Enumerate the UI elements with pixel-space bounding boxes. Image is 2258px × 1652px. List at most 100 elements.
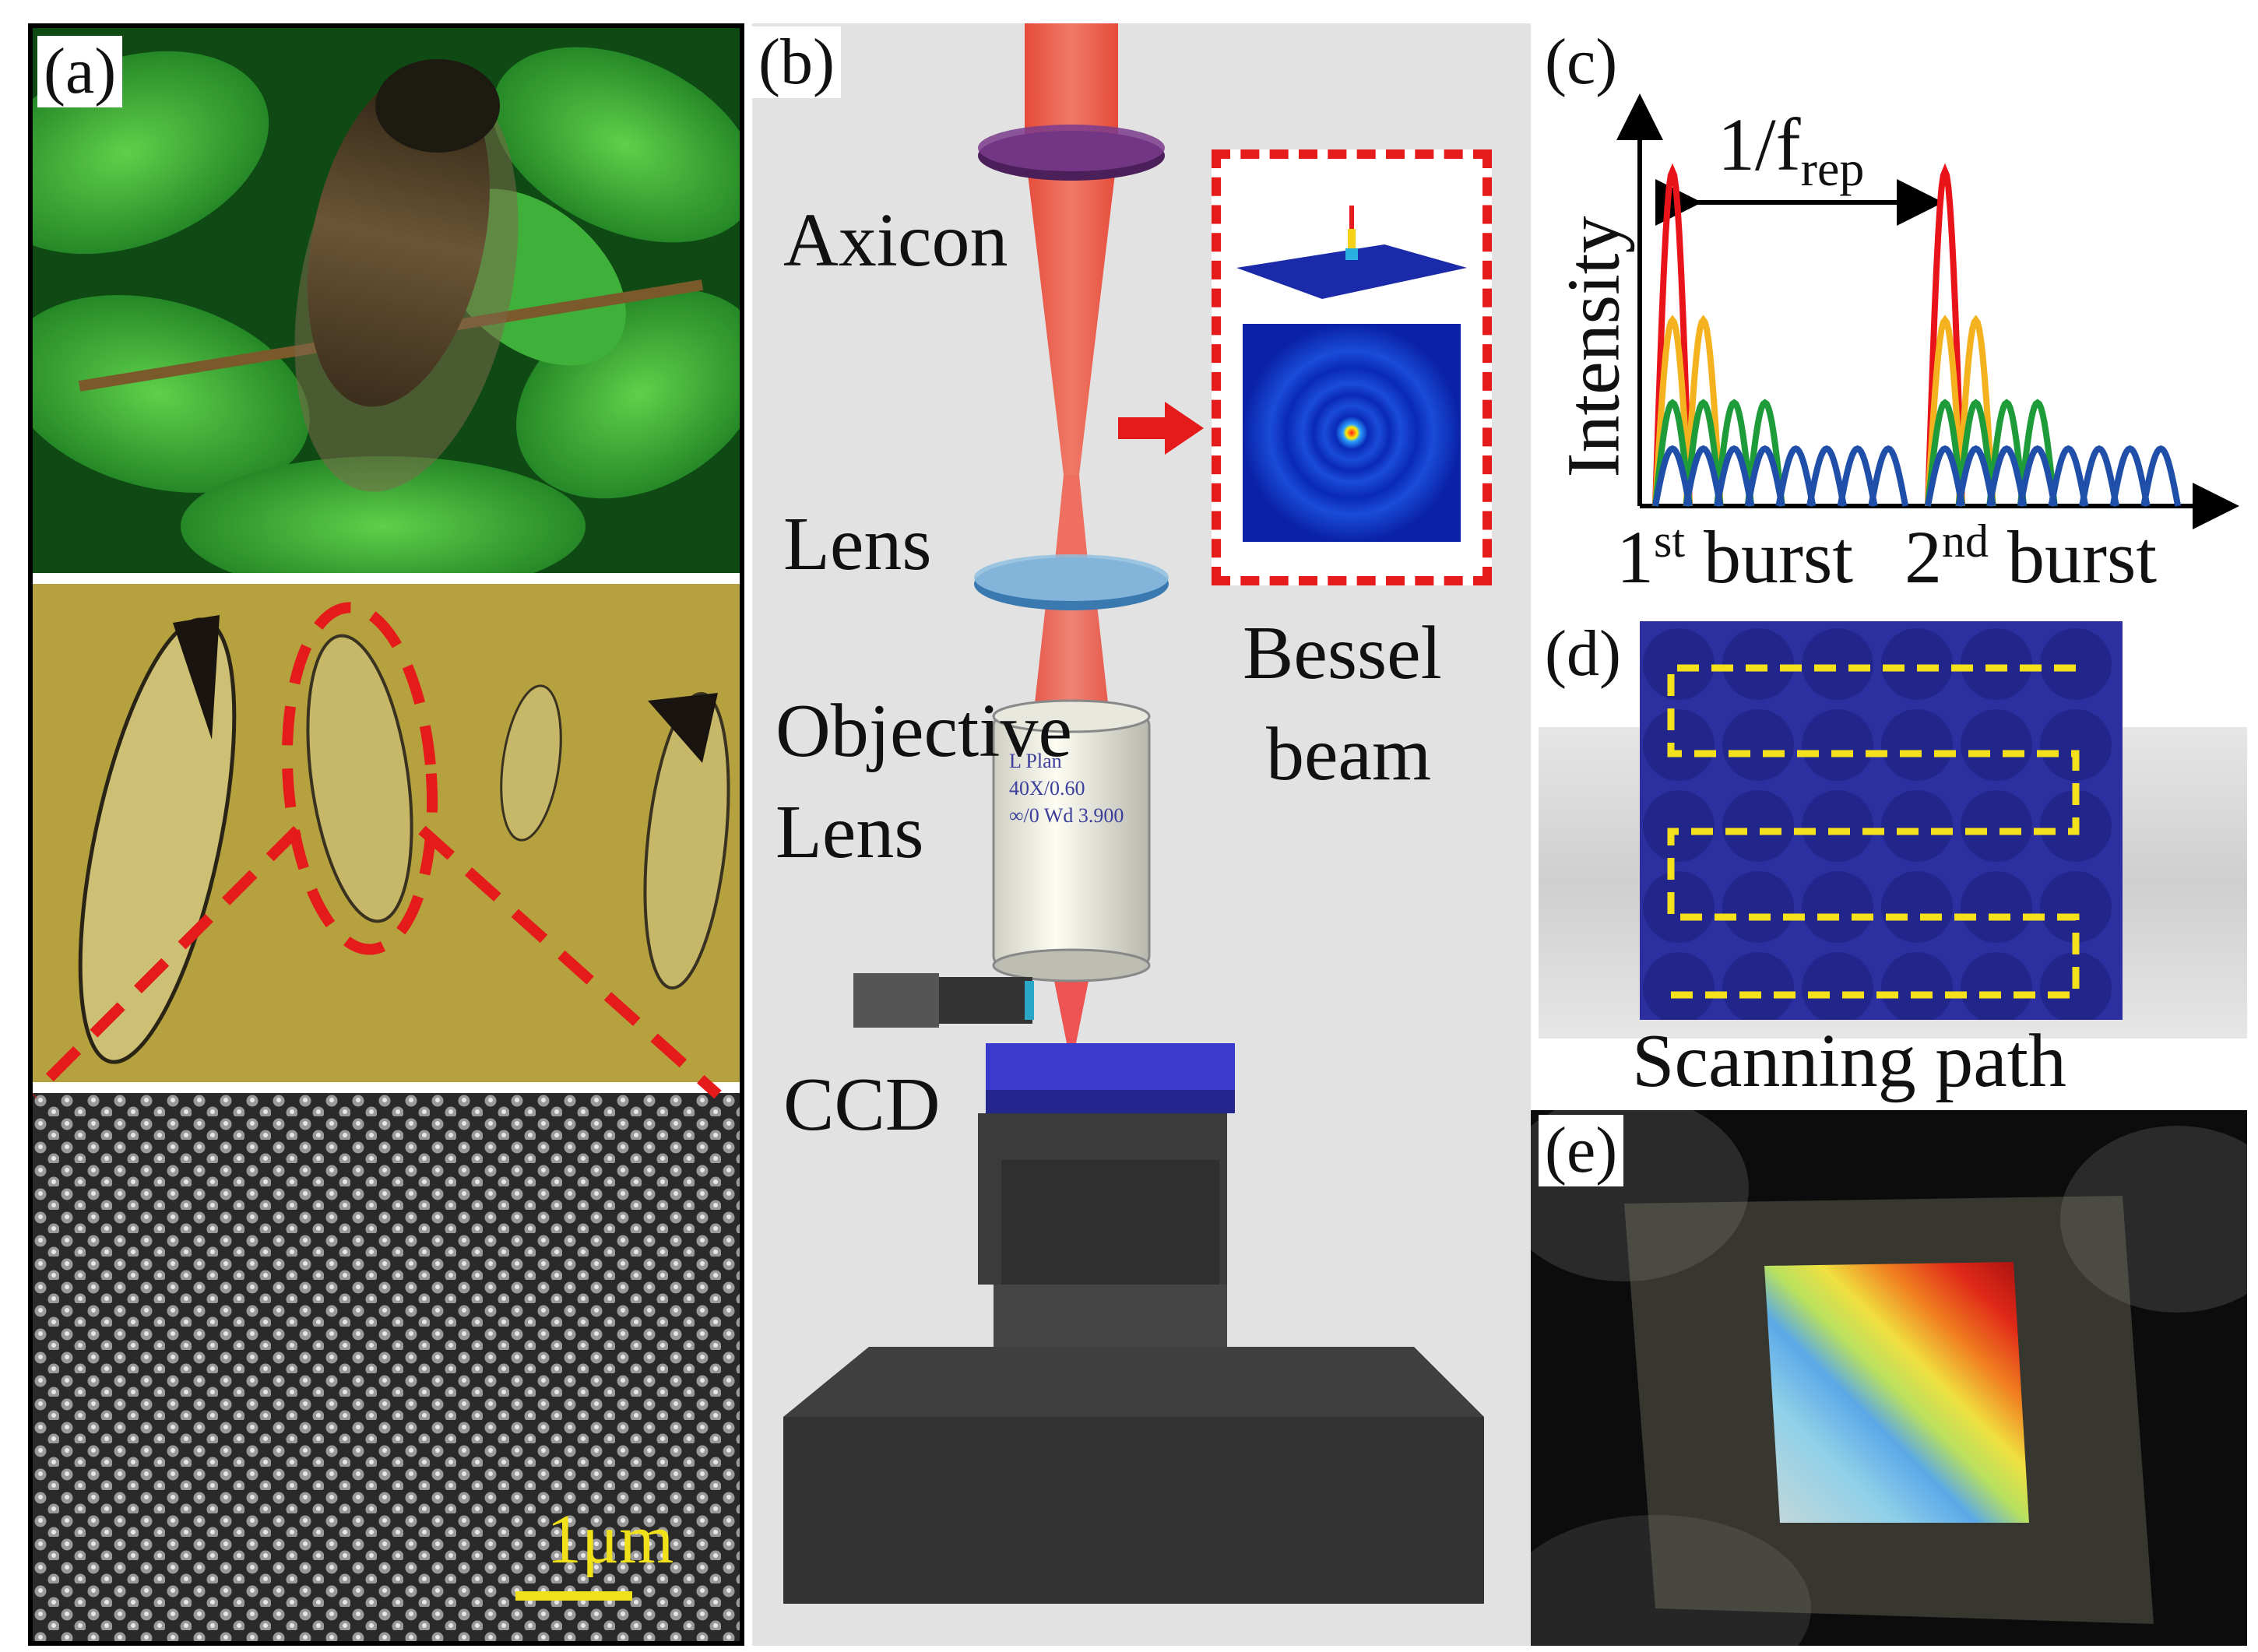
grid-dot — [1881, 709, 1953, 781]
period-label: 1/frep — [1718, 101, 1864, 198]
pulse-series-3-burst-1-0 — [1925, 445, 1965, 507]
burst2-sup: nd — [1942, 515, 1989, 567]
label-axicon: Axicon — [783, 199, 1008, 283]
grid-dot — [1802, 790, 1873, 862]
label-bessel: Bessel — [1243, 611, 1442, 695]
label-ccd: CCD — [783, 1063, 941, 1147]
pulse-series-3-burst-0-5 — [1806, 445, 1847, 507]
grid-dot — [1722, 709, 1794, 781]
pulse-series-1-burst-0-0 — [1652, 315, 1693, 507]
grid-dot — [2040, 628, 2112, 700]
pulse-series-3-burst-1-3 — [2017, 445, 2058, 507]
pulse-series-0-burst-1-0 — [1925, 163, 1965, 507]
grid-dot — [1802, 952, 1873, 1020]
grid-dot — [1881, 628, 1953, 700]
grid-dot — [2040, 871, 2112, 943]
label-beam: beam — [1266, 712, 1432, 796]
pulse-series-3-burst-0-3 — [1744, 445, 1785, 507]
grid-dot — [1643, 709, 1715, 781]
pulse-series-3-burst-1-5 — [2079, 445, 2119, 507]
pulse-series-3-burst-0-2 — [1714, 445, 1755, 507]
grid-dot — [1722, 952, 1794, 1020]
wings-photo — [33, 584, 740, 1082]
scan-path — [1667, 664, 2080, 999]
pulse-series-1-burst-0-1 — [1683, 315, 1724, 507]
panel-d-label: (d) — [1539, 618, 1627, 690]
period-label-main: 1/f — [1718, 103, 1801, 186]
panel-a-label: (a) — [37, 36, 123, 107]
burst2-word: burst — [2007, 515, 2157, 599]
grid-dot — [1643, 790, 1715, 862]
grid-dot — [1881, 871, 1953, 943]
pulse-series-3-burst-0-0 — [1652, 445, 1693, 507]
grid-dot — [2040, 709, 2112, 781]
scanning-path-label: Scanning path — [1632, 1019, 2066, 1103]
pulse-series-2-burst-1-0 — [1925, 399, 1965, 507]
panel-c: 1/frep Intensity 1st burst 2nd burst (c) — [1539, 23, 2247, 599]
burst1-word: burst — [1704, 515, 1854, 599]
scan-grid — [1640, 621, 2123, 1020]
pulse-series-3-burst-1-6 — [2109, 445, 2151, 507]
panel-a-divider — [33, 573, 740, 584]
pulse-series-3-burst-1-2 — [1986, 445, 2028, 507]
objective-text: L Plan 40X/0.60 ∞/0 Wd 3.900 — [1009, 747, 1149, 829]
pulse-series-2-burst-0-1 — [1683, 399, 1724, 507]
pulse-series-2-burst-0-2 — [1714, 399, 1755, 507]
burst-chart — [1616, 93, 2239, 529]
burst2-num: 2 — [1905, 515, 1942, 599]
grid-dot — [1722, 628, 1794, 700]
sem-image — [33, 1093, 740, 1641]
bessel-inset — [1212, 149, 1492, 585]
burst1-sup: st — [1654, 515, 1686, 567]
panel-b-label: (b) — [752, 26, 841, 98]
period-label-sub: rep — [1800, 141, 1865, 197]
chart-ylabel: Intensity — [1551, 216, 1635, 478]
pulse-series-3-burst-0-4 — [1775, 445, 1817, 507]
grid-dot — [1643, 952, 1715, 1020]
grid-dot — [1802, 628, 1873, 700]
burst1-num: 1 — [1616, 515, 1654, 599]
burst2-label: 2nd burst — [1905, 514, 2157, 600]
panel-e-label: (e) — [1539, 1115, 1624, 1186]
grid-dot — [1961, 790, 2032, 862]
pulse-series-3-burst-0-6 — [1837, 445, 1878, 507]
pulse-series-2-burst-0-3 — [1744, 399, 1785, 507]
pulse-series-0-burst-0-0 — [1652, 163, 1693, 507]
optical-setup — [783, 23, 1484, 1604]
pulse-series-3-burst-1-4 — [2048, 445, 2089, 507]
label-objective: Objective — [776, 689, 1072, 773]
burst1-label: 1st burst — [1616, 514, 1853, 600]
pulse-series-2-burst-1-2 — [1986, 399, 2028, 507]
grid-dot — [1722, 790, 1794, 862]
pulse-series-2-burst-1-1 — [1955, 399, 1996, 507]
grid-dot — [1881, 790, 1953, 862]
pulse-series-3-burst-0-1 — [1683, 445, 1724, 507]
objective-text-line-2: 40X/0.60 — [1009, 777, 1085, 800]
pulse-series-1-burst-1-1 — [1955, 315, 1996, 507]
scale-bar-label: 1μm — [547, 1501, 674, 1578]
grid-dot — [1961, 871, 2032, 943]
cicada-photo — [33, 28, 740, 573]
label-lens: Lens — [783, 502, 932, 586]
bessel-rings — [1243, 324, 1461, 542]
panel-a-divider-2 — [33, 1082, 740, 1093]
pulse-series-1-burst-1-0 — [1925, 315, 1965, 507]
pulse-series-3-burst-1-1 — [1955, 445, 1996, 507]
grating-photo — [1531, 1110, 2247, 1646]
panel-a: 1μm (a) — [28, 23, 744, 1646]
label-objective-lens: Lens — [776, 790, 924, 874]
inset-arrow — [1118, 402, 1204, 455]
grid-dot — [1961, 628, 2032, 700]
objective-text-line-1: L Plan — [1009, 750, 1062, 772]
panel-c-label: (c) — [1539, 26, 1624, 98]
grid-dot — [1802, 871, 1873, 943]
pulse-series-2-burst-0-0 — [1652, 399, 1693, 507]
panel-e: (e) — [1531, 1110, 2247, 1646]
pulse-series-3-burst-0-7 — [1868, 445, 1909, 507]
bessel-3d-profile — [1236, 206, 1467, 299]
panel-b: L Plan 40X/0.60 ∞/0 Wd 3.900 Axicon Lens… — [752, 23, 1531, 1646]
grid-dot — [1961, 952, 2032, 1020]
pulse-series-2-burst-1-3 — [2017, 399, 2058, 507]
objective-text-line-3: ∞/0 Wd 3.900 — [1009, 804, 1124, 828]
pulse-series-3-burst-1-7 — [2140, 445, 2182, 507]
